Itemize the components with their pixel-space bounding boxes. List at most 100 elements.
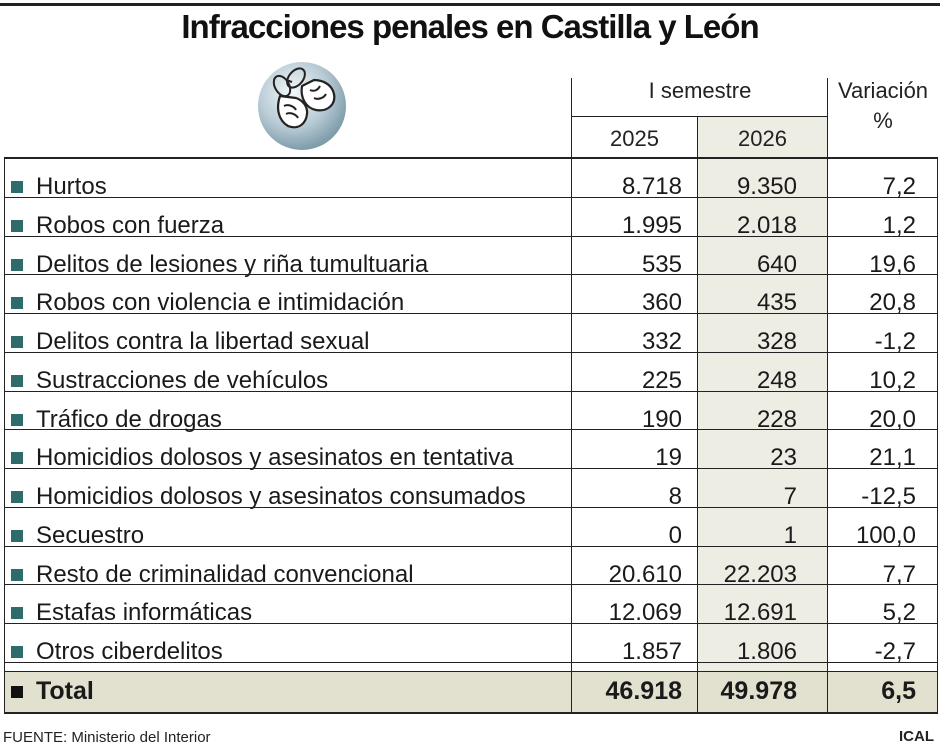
row-label: Delitos de lesiones y riña tumultuaria	[36, 250, 429, 278]
value-2026: 2.018	[736, 211, 797, 239]
table-row: Estafas informáticas 12.069 12.691 5,2	[0, 593, 940, 632]
value-2025: 8	[668, 483, 682, 511]
variation-value: 21,1	[869, 444, 916, 472]
value-2025: 1.857	[621, 638, 682, 666]
table-top-rule	[4, 157, 938, 159]
table-row: Homicidios dolosos y asesinatos consumad…	[0, 477, 940, 516]
square-bullet-icon	[11, 181, 23, 193]
column-divider-3	[827, 78, 828, 712]
value-2025: 225	[641, 366, 682, 394]
variation-value: 10,2	[869, 366, 916, 394]
column-divider-2	[697, 117, 698, 712]
value-2026: 12.691	[723, 599, 797, 627]
row-separator	[4, 507, 938, 508]
table-row: Delitos contra la libertad sexual 332 328 -…	[0, 322, 940, 361]
variation-value: 6,5	[881, 677, 916, 705]
shaded-2026-column	[697, 117, 828, 672]
value-2026: 640	[756, 250, 797, 278]
row-label: Robos con violencia e intimidación	[36, 289, 405, 317]
square-bullet-icon	[11, 413, 23, 426]
table-left-border	[4, 158, 5, 712]
table-row: Secuestro 0 1 100,0	[0, 516, 940, 555]
square-bullet-icon	[11, 686, 23, 698]
variation-unit-header: %	[873, 108, 893, 133]
value-2026: 9.350	[736, 173, 797, 200]
value-2026: 1.806	[736, 638, 797, 666]
row-label: Tráfico de drogas	[36, 405, 222, 433]
value-2025: 19	[655, 444, 682, 472]
row-label: Homicidios dolosos y asesinatos consumad…	[36, 483, 526, 511]
value-2025: 0	[668, 521, 682, 549]
value-2026: 49.978	[720, 677, 797, 705]
square-bullet-icon	[11, 529, 23, 542]
table-row: Resto de criminalidad convencional 20.610…	[0, 555, 940, 594]
row-separator	[4, 546, 938, 547]
row-label: Estafas informáticas	[36, 599, 253, 627]
square-bullet-icon	[11, 568, 23, 581]
row-label: Hurtos	[36, 173, 107, 200]
header-rule	[572, 116, 828, 117]
variation-value: 1,2	[882, 211, 916, 239]
column-divider-1	[571, 78, 572, 712]
square-bullet-icon	[11, 297, 23, 310]
table-row: Otros ciberdelitos 1.857 1.806 -2,7	[0, 632, 940, 671]
row-label: Resto de criminalidad convencional	[36, 560, 414, 588]
row-separator	[4, 662, 938, 663]
row-label: Sustracciones de vehículos	[36, 366, 329, 394]
value-2026: 248	[756, 366, 797, 394]
variation-value: 7,7	[882, 560, 916, 588]
row-separator	[4, 352, 938, 353]
table-row: Tráfico de drogas 190 228 20,0	[0, 400, 940, 439]
row-label: Otros ciberdelitos	[36, 638, 223, 666]
row-label: Secuestro	[36, 521, 145, 549]
row-separator	[4, 584, 938, 585]
value-2025: 190	[641, 405, 682, 433]
value-2025: 20.610	[608, 560, 682, 588]
row-separator	[4, 671, 938, 672]
table-row: Robos con fuerza 1.995 2.018 1,2	[0, 206, 940, 245]
row-separator	[4, 429, 938, 430]
variation-value: 100,0	[855, 521, 916, 549]
value-2026: 23	[770, 444, 797, 472]
row-separator	[4, 274, 938, 275]
square-bullet-icon	[11, 258, 23, 271]
chart-title: Infracciones penales en Castilla y León	[181, 8, 759, 45]
table-right-border	[937, 158, 938, 712]
total-row-background	[4, 672, 938, 712]
square-bullet-icon	[11, 491, 23, 504]
row-label: Robos con fuerza	[36, 211, 225, 239]
variation-value: -2,7	[874, 638, 916, 666]
value-2026: 1	[783, 521, 797, 549]
value-2025: 535	[641, 250, 682, 278]
table-row: Homicidios dolosos y asesinatos en tenta…	[0, 438, 940, 477]
value-2025: 12.069	[608, 599, 682, 627]
value-2025: 8.718	[621, 173, 682, 200]
table-row: Robos con violencia e intimidación 360 435…	[0, 283, 940, 322]
row-label: Total	[36, 677, 94, 705]
row-label: Delitos contra la libertad sexual	[36, 328, 370, 356]
value-2026: 328	[756, 328, 797, 356]
table-row: Delitos de lesiones y riña tumultuaria 53…	[0, 245, 940, 284]
row-separator	[4, 313, 938, 314]
square-bullet-icon	[11, 374, 23, 387]
handcuffed-fists-icon	[252, 56, 348, 152]
table-row: Hurtos 8.718 9.350 7,2	[0, 167, 940, 206]
row-separator	[4, 623, 938, 624]
table-row: Sustracciones de vehículos 225 248 10,2	[0, 361, 940, 400]
row-label: Homicidios dolosos y asesinatos en tenta…	[36, 444, 514, 472]
value-2026: 7	[783, 483, 797, 511]
value-2025: 46.918	[605, 677, 682, 705]
row-separator	[4, 468, 938, 469]
row-separator	[4, 391, 938, 392]
square-bullet-icon	[11, 219, 23, 232]
value-2025: 332	[641, 328, 682, 356]
source-note: FUENTE: Ministerio del Interior	[3, 729, 211, 746]
row-separator	[4, 236, 938, 237]
table-bottom-rule	[4, 712, 938, 714]
variation-header: Variación	[837, 78, 929, 103]
value-2025: 360	[641, 289, 682, 317]
total-row: Total 46.918 49.978 6,5	[0, 672, 940, 712]
variation-value: 20,8	[869, 289, 916, 317]
value-2026: 22.203	[723, 560, 797, 588]
variation-value: -12,5	[861, 483, 916, 511]
